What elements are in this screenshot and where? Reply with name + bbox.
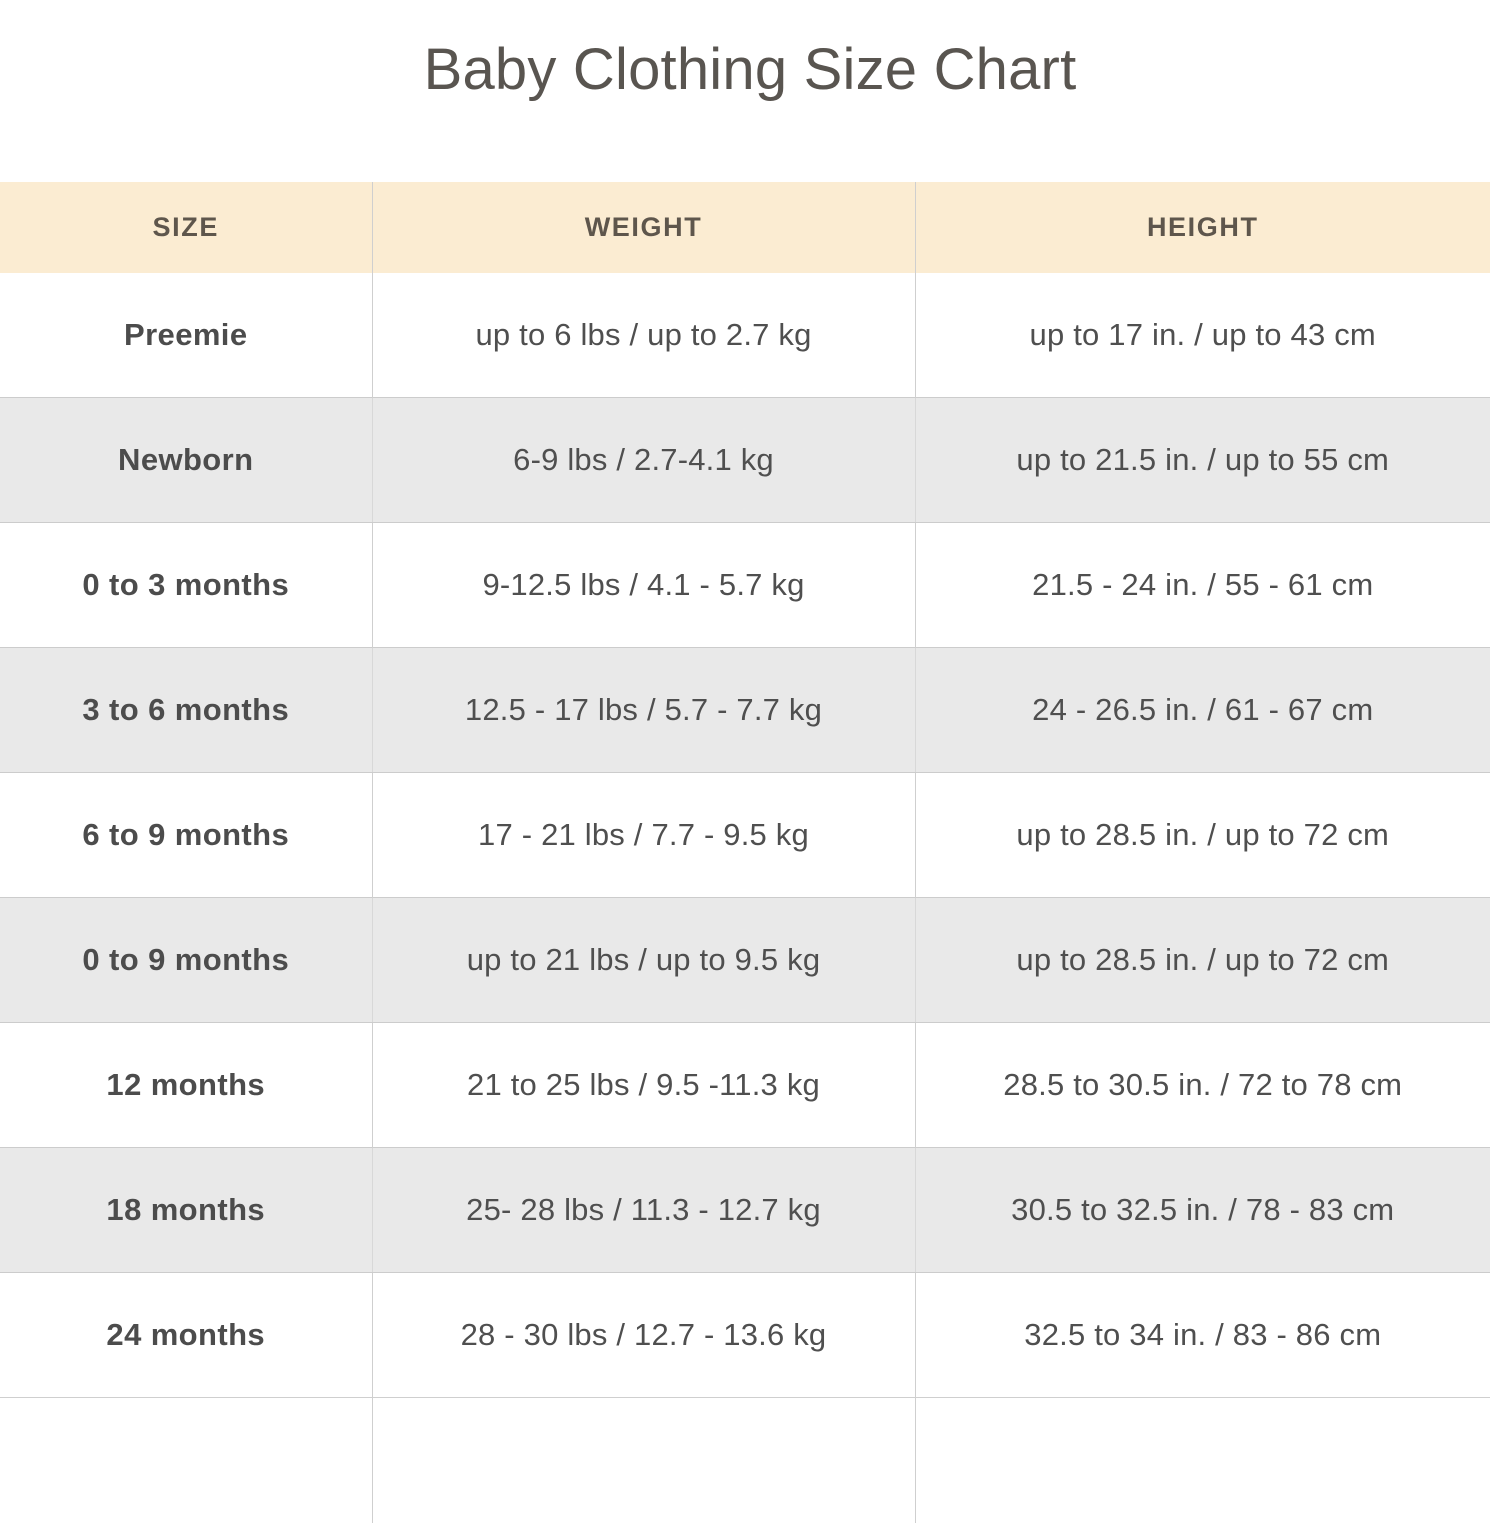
cell-weight: 28 - 30 lbs / 12.7 - 13.6 kg [371, 1272, 916, 1398]
cell-size [0, 1397, 373, 1523]
cell-weight: 6-9 lbs / 2.7-4.1 kg [371, 397, 916, 524]
table-row: 12 months 21 to 25 lbs / 9.5 -11.3 kg 28… [0, 1022, 1490, 1148]
table-row: Preemie up to 6 lbs / up to 2.7 kg up to… [0, 272, 1490, 398]
table-row: 0 to 9 months up to 21 lbs / up to 9.5 k… [0, 897, 1490, 1024]
cell-weight: 17 - 21 lbs / 7.7 - 9.5 kg [371, 772, 916, 898]
cell-size: Newborn [0, 397, 373, 524]
cell-weight: up to 6 lbs / up to 2.7 kg [371, 272, 916, 398]
table-row: 18 months 25- 28 lbs / 11.3 - 12.7 kg 30… [0, 1147, 1490, 1274]
cell-size: 3 to 6 months [0, 647, 373, 774]
column-header-weight: WEIGHT [371, 181, 916, 273]
cell-size: 24 months [0, 1272, 373, 1398]
cell-weight [371, 1397, 916, 1523]
table-row: Newborn 6-9 lbs / 2.7-4.1 kg up to 21.5 … [0, 397, 1490, 524]
table-row: 3 to 6 months 12.5 - 17 lbs / 5.7 - 7.7 … [0, 647, 1490, 774]
cell-weight: 25- 28 lbs / 11.3 - 12.7 kg [371, 1147, 916, 1274]
baby-size-table: SIZE WEIGHT HEIGHT Preemie up to 6 lbs /… [0, 181, 1490, 1523]
cell-height: 28.5 to 30.5 in. / 72 to 78 cm [914, 1022, 1490, 1148]
table-row: 6 to 9 months 17 - 21 lbs / 7.7 - 9.5 kg… [0, 772, 1490, 898]
table-row: 0 to 3 months 9-12.5 lbs / 4.1 - 5.7 kg … [0, 522, 1490, 648]
cell-height: up to 17 in. / up to 43 cm [914, 272, 1490, 398]
column-header-size: SIZE [0, 181, 373, 273]
cell-size: 12 months [0, 1022, 373, 1148]
cell-size: 6 to 9 months [0, 772, 373, 898]
cell-size: 0 to 3 months [0, 522, 373, 648]
cell-height: up to 28.5 in. / up to 72 cm [914, 897, 1490, 1024]
cell-height: 24 - 26.5 in. / 61 - 67 cm [914, 647, 1490, 774]
cell-weight: 9-12.5 lbs / 4.1 - 5.7 kg [371, 522, 916, 648]
cell-weight: 21 to 25 lbs / 9.5 -11.3 kg [371, 1022, 916, 1148]
cell-size: Preemie [0, 272, 373, 398]
cell-weight: 12.5 - 17 lbs / 5.7 - 7.7 kg [371, 647, 916, 774]
size-chart-page: Baby Clothing Size Chart SIZE WEIGHT HEI… [0, 36, 1500, 1523]
column-header-height: HEIGHT [914, 181, 1490, 273]
cell-height: 21.5 - 24 in. / 55 - 61 cm [914, 522, 1490, 648]
table-header: SIZE WEIGHT HEIGHT [0, 181, 1490, 273]
cell-height: 30.5 to 32.5 in. / 78 - 83 cm [914, 1147, 1490, 1274]
cell-height: up to 21.5 in. / up to 55 cm [914, 397, 1490, 524]
cell-height: up to 28.5 in. / up to 72 cm [914, 772, 1490, 898]
cell-size: 0 to 9 months [0, 897, 373, 1024]
cell-weight: up to 21 lbs / up to 9.5 kg [371, 897, 916, 1024]
cell-height: 32.5 to 34 in. / 83 - 86 cm [914, 1272, 1490, 1398]
cell-height [914, 1397, 1490, 1523]
table-header-row: SIZE WEIGHT HEIGHT [0, 181, 1490, 273]
table-row-empty [0, 1397, 1490, 1523]
cell-size: 18 months [0, 1147, 373, 1274]
table-body: Preemie up to 6 lbs / up to 2.7 kg up to… [0, 272, 1490, 1523]
table-row: 24 months 28 - 30 lbs / 12.7 - 13.6 kg 3… [0, 1272, 1490, 1398]
page-title: Baby Clothing Size Chart [423, 36, 1077, 102]
